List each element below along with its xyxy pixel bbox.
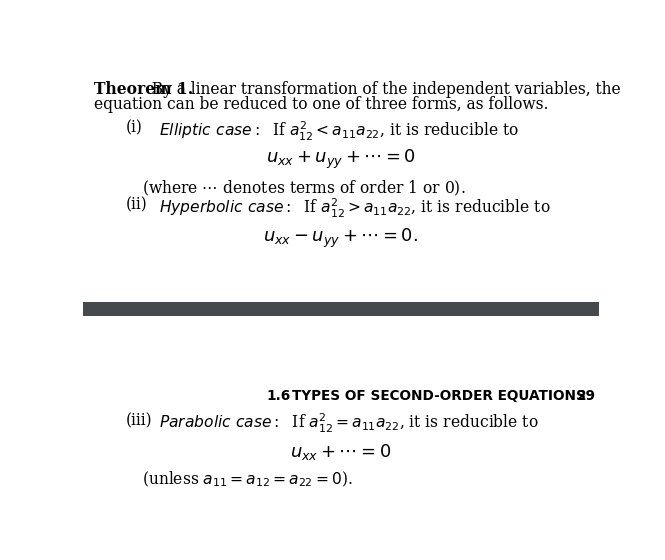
Text: (ii): (ii) — [126, 197, 147, 213]
Text: 29: 29 — [577, 389, 596, 403]
Text: (i): (i) — [126, 119, 142, 137]
Text: $\mathit{Hyperbolic\ case:}$  If $a_{12}^{2} > a_{11}a_{22}$, it is reducible to: $\mathit{Hyperbolic\ case:}$ If $a_{12}^… — [160, 197, 551, 220]
Bar — [83, 302, 598, 316]
Text: By a linear transformation of the independent variables, the: By a linear transformation of the indepe… — [142, 81, 621, 98]
Text: 1.6: 1.6 — [266, 389, 291, 403]
Text: (unless $a_{11} = a_{12} = a_{22} = 0$).: (unless $a_{11} = a_{12} = a_{22} = 0$). — [142, 470, 353, 489]
Text: TYPES OF SECOND-ORDER EQUATIONS: TYPES OF SECOND-ORDER EQUATIONS — [292, 389, 586, 403]
Text: (iii): (iii) — [126, 412, 152, 429]
Text: $u_{xx} + \cdots = 0$: $u_{xx} + \cdots = 0$ — [290, 442, 392, 462]
Text: $\mathit{Elliptic\ case:}$  If $a_{12}^{2} < a_{11}a_{22}$, it is reducible to: $\mathit{Elliptic\ case:}$ If $a_{12}^{2… — [160, 119, 519, 143]
Text: equation can be reduced to one of three forms, as follows.: equation can be reduced to one of three … — [94, 96, 549, 114]
Text: Theorem 1.: Theorem 1. — [94, 81, 194, 98]
Text: (where $\cdots$ denotes terms of order 1 or 0).: (where $\cdots$ denotes terms of order 1… — [142, 179, 466, 198]
Text: $\mathit{Parabolic\ case:}$  If $a_{12}^{2} = a_{11}a_{22}$, it is reducible to: $\mathit{Parabolic\ case:}$ If $a_{12}^{… — [160, 412, 539, 435]
Text: $u_{xx} + u_{yy} + \cdots = 0$: $u_{xx} + u_{yy} + \cdots = 0$ — [266, 148, 416, 171]
Text: $u_{xx} - u_{yy} + \cdots = 0.$: $u_{xx} - u_{yy} + \cdots = 0.$ — [263, 227, 418, 250]
